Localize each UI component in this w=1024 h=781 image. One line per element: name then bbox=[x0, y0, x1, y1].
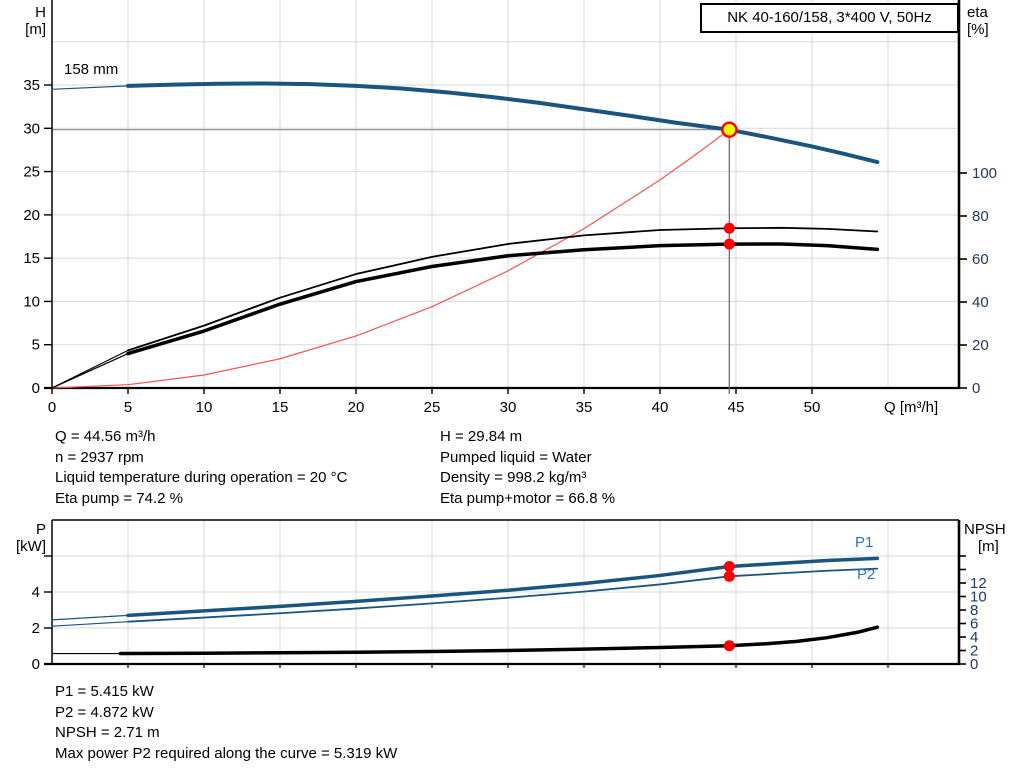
duty-info-left: Q = 44.56 m³/h n = 2937 rpm Liquid tempe… bbox=[55, 427, 347, 509]
p2-curve-label: P2 bbox=[857, 566, 876, 583]
curve-p2 bbox=[127, 567, 879, 623]
pump-title-box: NK 40-160/158, 3*400 V, 50Hz bbox=[700, 3, 959, 33]
duty-dot-eta bbox=[723, 222, 735, 234]
info-line-eta-pump-motor: Eta pump+motor = 66.8 % bbox=[440, 489, 616, 507]
lead-p1 bbox=[51, 614, 129, 621]
q-axis-title: Q [m³/h] bbox=[884, 399, 939, 416]
p-tick-label: 2 bbox=[32, 620, 40, 637]
h-tick-label: 15 bbox=[23, 250, 40, 267]
lead-eta-pump-motor bbox=[51, 353, 129, 389]
info-line-h: H = 29.84 m bbox=[440, 428, 523, 445]
duty-info-right: H = 29.84 m Pumped liquid = Water Densit… bbox=[440, 427, 615, 509]
p-tick-label: 4 bbox=[32, 584, 40, 601]
curve-158-mm-impeller-head-curve bbox=[126, 81, 880, 165]
h-tick-label: 0 bbox=[32, 380, 40, 397]
lead-p2 bbox=[51, 621, 129, 627]
q-tick-label: 45 bbox=[728, 399, 745, 416]
h-axis-title: H [m] bbox=[0, 4, 46, 38]
npsh-tick-label: 6 bbox=[970, 616, 978, 633]
npsh-tick-label: 2 bbox=[970, 643, 978, 660]
info-line-eta-pump: Eta pump = 74.2 % bbox=[55, 489, 183, 507]
h-tick-label: 30 bbox=[23, 120, 40, 137]
q-tick-label: 10 bbox=[196, 399, 213, 416]
npsh-axis-unit: [m] bbox=[978, 538, 999, 555]
npsh-axis-symbol: NPSH bbox=[964, 521, 1006, 538]
operating-point-marker[interactable] bbox=[721, 121, 738, 138]
curve-npsh bbox=[118, 625, 880, 656]
power-info: P1 = 5.415 kW P2 = 4.872 kW NPSH = 2.71 … bbox=[55, 682, 397, 764]
h-tick-label: 5 bbox=[32, 337, 40, 354]
npsh-tick-label: 0 bbox=[970, 656, 978, 673]
lead-158-mm-impeller-head-curve bbox=[51, 85, 129, 90]
npsh-axis-title: NPSH [m] bbox=[964, 521, 1006, 555]
eta-axis-symbol: eta bbox=[967, 4, 988, 21]
q-tick-label: 25 bbox=[424, 399, 441, 416]
npsh-tick-label: 8 bbox=[970, 602, 978, 619]
curve-eta-pump-motor bbox=[126, 242, 880, 356]
info-line-speed: n = 2937 rpm bbox=[55, 448, 144, 466]
info-line-q: Q = 44.56 m³/h bbox=[55, 428, 156, 445]
p1-curve-label: P1 bbox=[855, 534, 874, 551]
eta-tick-label: 40 bbox=[972, 294, 989, 311]
p-axis-title: P [kW] bbox=[0, 521, 46, 555]
npsh-tick-label: 12 bbox=[970, 575, 987, 592]
q-tick-label: 0 bbox=[48, 399, 56, 416]
q-tick-label: 40 bbox=[652, 399, 669, 416]
p-tick-label: 0 bbox=[32, 656, 40, 673]
info-line-p2: P2 = 4.872 kW bbox=[55, 703, 154, 721]
q-tick-label: 50 bbox=[804, 399, 821, 416]
eta-tick-label: 100 bbox=[972, 165, 997, 182]
duty-dot-p bbox=[723, 570, 735, 582]
duty-dot-p bbox=[723, 561, 735, 573]
eta-tick-label: 20 bbox=[972, 337, 989, 354]
p-axis-unit: [kW] bbox=[16, 538, 46, 555]
info-line-p1: P1 = 5.415 kW bbox=[55, 683, 154, 700]
impeller-diameter-label: 158 mm bbox=[64, 61, 119, 78]
h-axis-unit: [m] bbox=[25, 21, 46, 38]
h-axis-symbol: H bbox=[35, 4, 46, 21]
info-line-pumped-liquid: Pumped liquid = Water bbox=[440, 448, 592, 466]
eta-axis-title: eta [%] bbox=[967, 4, 989, 38]
duty-dot-eta bbox=[723, 238, 735, 250]
h-tick-label: 10 bbox=[23, 293, 40, 310]
info-line-npsh: NPSH = 2.71 m bbox=[55, 724, 160, 742]
eta-tick-label: 0 bbox=[972, 380, 980, 397]
info-line-density: Density = 998.2 kg/m³ bbox=[440, 469, 587, 487]
h-tick-label: 20 bbox=[23, 207, 40, 224]
npsh-tick-label: 4 bbox=[970, 629, 978, 646]
duty-dot-npsh bbox=[723, 640, 735, 652]
npsh-tick-label: 10 bbox=[970, 589, 987, 606]
info-line-max-power: Max power P2 required along the curve = … bbox=[55, 744, 398, 762]
p-axis-symbol: P bbox=[35, 521, 46, 538]
q-tick-label: 5 bbox=[124, 399, 132, 416]
eta-tick-label: 60 bbox=[972, 251, 989, 268]
q-tick-label: 20 bbox=[348, 399, 365, 416]
h-tick-label: 25 bbox=[23, 164, 40, 181]
info-line-liquid-temp: Liquid temperature during operation = 20… bbox=[55, 469, 348, 487]
q-tick-label: 35 bbox=[576, 399, 593, 416]
eta-tick-label: 80 bbox=[972, 208, 989, 225]
eta-axis-unit: [%] bbox=[967, 21, 989, 38]
q-tick-label: 30 bbox=[500, 399, 517, 416]
h-tick-label: 35 bbox=[23, 77, 40, 94]
q-tick-label: 15 bbox=[272, 399, 289, 416]
curve-eta-pump bbox=[127, 226, 879, 352]
curve-p1 bbox=[126, 556, 880, 618]
curve-system-curve bbox=[51, 129, 730, 389]
